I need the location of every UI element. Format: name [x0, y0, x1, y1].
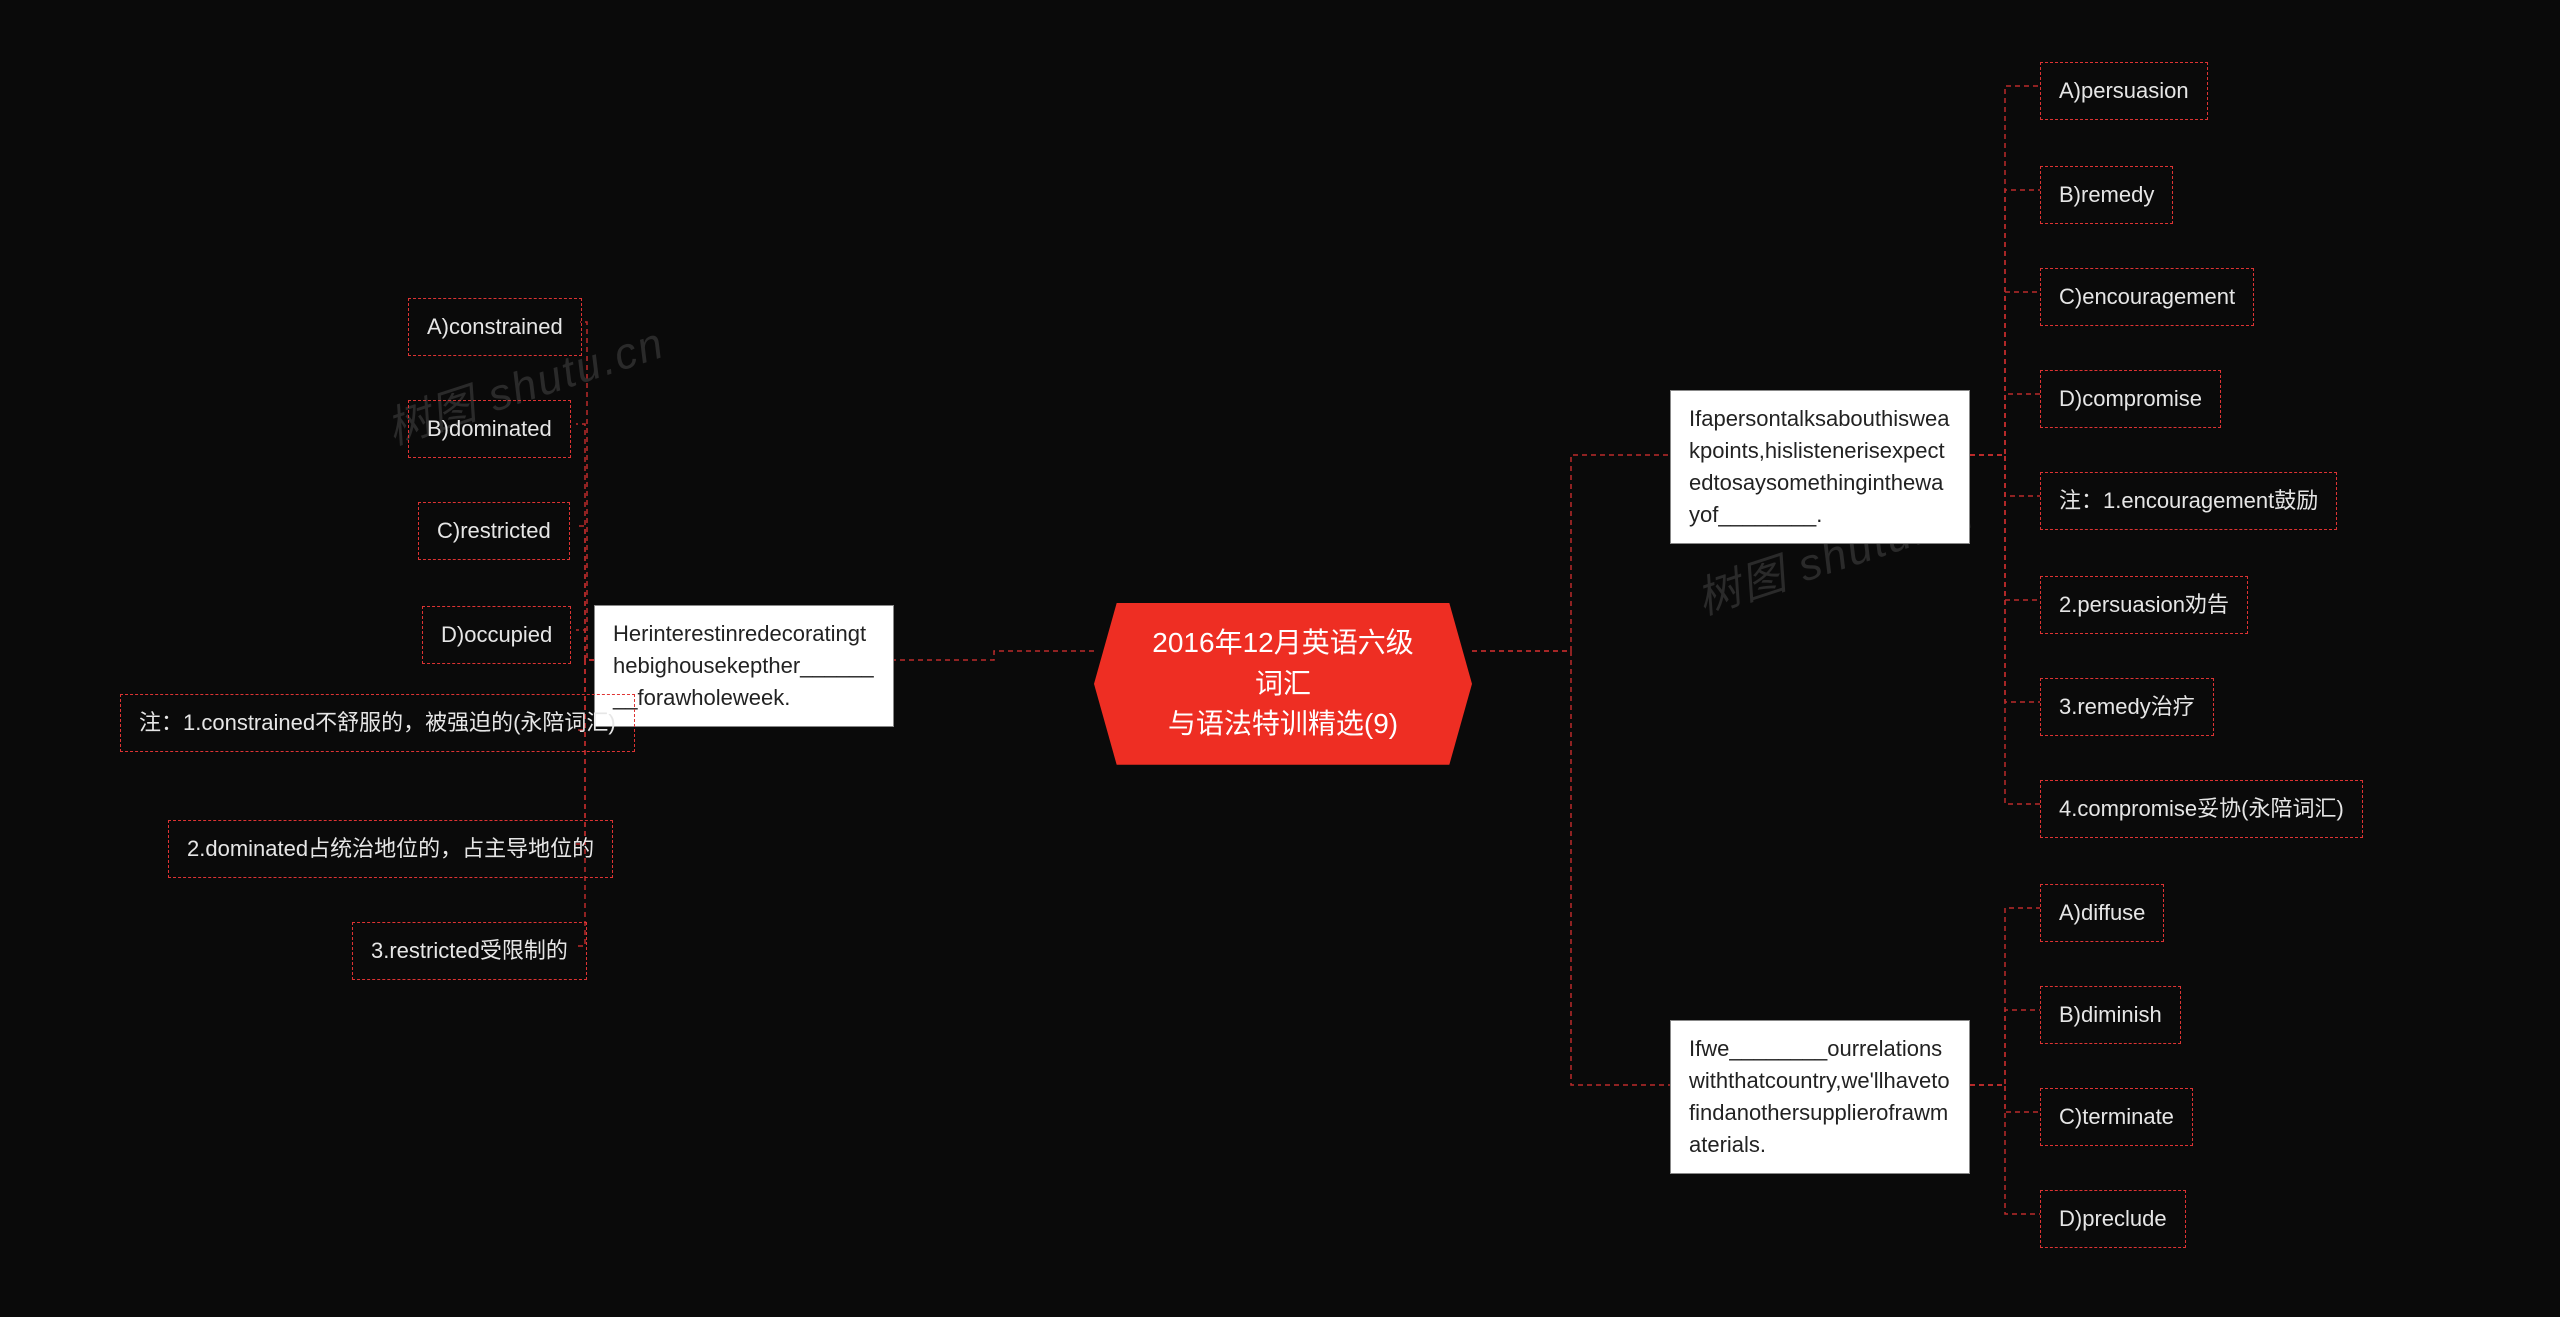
option-node: C)encouragement: [2040, 268, 2254, 326]
option-node: B)remedy: [2040, 166, 2173, 224]
option-node: A)diffuse: [2040, 884, 2164, 942]
option-node: D)occupied: [422, 606, 571, 664]
option-node: 注：1.encouragement鼓励: [2040, 472, 2337, 530]
option-node: 3.restricted受限制的: [352, 922, 587, 980]
root-text-2: 与语法特训精选(9): [1142, 704, 1424, 745]
option-node: 4.compromise妥协(永陪词汇): [2040, 780, 2363, 838]
option-node: C)restricted: [418, 502, 570, 560]
option-node: B)dominated: [408, 400, 571, 458]
option-node: C)terminate: [2040, 1088, 2193, 1146]
option-node: 注：1.constrained不舒服的，被强迫的(永陪词汇): [120, 694, 635, 752]
option-node: D)preclude: [2040, 1190, 2186, 1248]
question-node: Ifapersontalksabouthisweakpoints,hislist…: [1670, 390, 1970, 544]
option-node: 2.dominated占统治地位的，占主导地位的: [168, 820, 613, 878]
root-node: 2016年12月英语六级词汇 与语法特训精选(9): [1094, 603, 1472, 765]
question-node: Ifwe________ourrelationswiththatcountry,…: [1670, 1020, 1970, 1174]
root-text-1: 2016年12月英语六级词汇: [1142, 623, 1424, 704]
option-node: 3.remedy治疗: [2040, 678, 2214, 736]
option-node: 2.persuasion劝告: [2040, 576, 2248, 634]
option-node: B)diminish: [2040, 986, 2181, 1044]
option-node: D)compromise: [2040, 370, 2221, 428]
option-node: A)constrained: [408, 298, 582, 356]
option-node: A)persuasion: [2040, 62, 2208, 120]
question-node: Herinterestinredecoratingthebighousekept…: [594, 605, 894, 727]
